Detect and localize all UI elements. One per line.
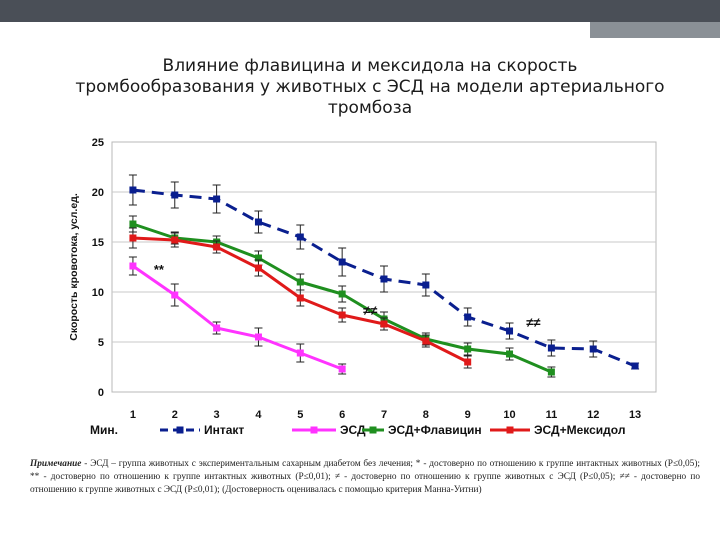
x-tick-label: 11 [546,409,558,421]
y-axis-label: Скорость кровотока, усл.ед. [68,193,80,341]
data-point [338,365,346,373]
data-point [547,344,555,352]
data-point [464,345,472,353]
y-tick-label: 5 [98,337,104,349]
data-point [547,368,555,376]
legend-entry: Интакт [204,423,244,437]
data-point [213,243,221,251]
data-point [296,233,304,241]
y-tick-label: 25 [92,137,104,149]
x-tick-label: 4 [255,409,262,421]
legend-swatch-marker [310,426,318,434]
data-point [506,350,514,358]
data-point [631,362,639,370]
series-1 [128,174,640,370]
data-point [129,262,137,270]
y-tick-label: 10 [92,287,104,299]
series-4 [128,227,472,369]
x-tick-label: 1 [130,409,136,421]
data-point [171,236,179,244]
footnote-label: Примечание [30,459,82,469]
annotation: ** [154,262,165,277]
x-tick-label: 6 [339,409,345,421]
annotations-layer: ** ≠≠ ≠≠ [154,262,541,330]
data-point [380,275,388,283]
x-tick-label: 5 [297,409,303,421]
y-tick-label: 15 [92,237,104,249]
data-point [171,191,179,199]
slide-title: Влияние флавицина и мексидола на скорост… [30,56,710,119]
data-point [338,311,346,319]
data-point [380,320,388,328]
y-tick-labels: 0 5 10 15 20 25 [92,137,104,399]
data-point [213,324,221,332]
data-point [213,195,221,203]
footnote: Примечание - ЭСД – группа животных с экс… [30,458,700,497]
data-point [254,333,262,341]
title-line: тромбоза [327,98,413,118]
data-point [296,294,304,302]
x-tick-label: 2 [172,409,178,421]
data-point [589,345,597,353]
data-point [464,313,472,321]
x-tick-label: 13 [629,409,641,421]
data-point [338,290,346,298]
data-point [296,349,304,357]
data-point [422,281,430,289]
data-point [129,220,137,228]
series-2 [128,256,347,375]
y-tick-label: 20 [92,187,104,199]
data-point [254,218,262,226]
x-tick-label: 10 [503,409,515,421]
annotation: ≠≠ [526,315,540,330]
legend-entry: ЭСД+Мексидол [534,423,625,437]
data-point [296,278,304,286]
title-line: тромбообразования у животных с ЭСД на мо… [75,77,665,97]
series-layer [128,174,640,378]
legend-entry: ЭСД+Флавицин [388,423,482,437]
data-point [506,327,514,335]
series-line [132,264,343,371]
x-tick-label: 7 [381,409,387,421]
annotation: ≠≠ [363,303,377,318]
y-tick-label: 0 [98,387,104,399]
data-point [129,234,137,242]
legend-swatch-marker [506,426,514,434]
legend: Мин. Интакт ЭСД ЭСД+Флавицин ЭСД+Мексидол [90,423,625,437]
legend-swatch-marker [369,426,377,434]
x-tick-label: 3 [214,409,220,421]
slide-top-bar-accent [590,22,720,38]
x-tick-label: 9 [465,409,471,421]
title-line: Влияние флавицина и мексидола на скорост… [162,56,578,76]
slide-top-bar [0,0,720,22]
legend-swatch-marker [176,426,184,434]
data-point [464,358,472,366]
data-point [254,264,262,272]
chart: 0 5 10 15 20 25 1 2 3 4 5 6 7 8 9 10 11 12 13 Скорость кр… [60,130,660,450]
data-point [254,254,262,262]
data-point [129,186,137,194]
legend-xlabel: Мин. [90,423,118,437]
data-point [422,337,430,345]
legend-entry: ЭСД [340,423,366,437]
footnote-text: - ЭСД – группа животных с эксперименталь… [30,459,700,495]
data-point [338,258,346,266]
x-tick-label: 12 [587,409,599,421]
x-tick-label: 8 [423,409,429,421]
data-point [171,291,179,299]
x-tick-labels: 1 2 3 4 5 6 7 8 9 10 11 12 13 [130,409,641,421]
